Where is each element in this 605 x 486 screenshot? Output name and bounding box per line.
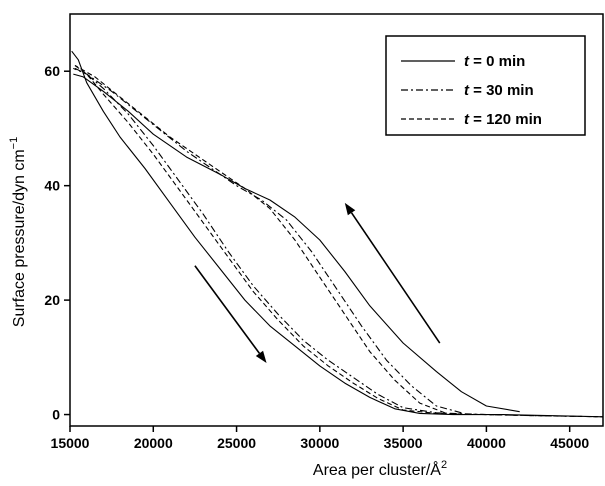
ticks: 15000 20000 25000 30000 35000 40000 45000 0 20 40… — [44, 63, 589, 451]
legend-label: t = 120 min — [464, 111, 542, 128]
x-tick-label: 15000 — [51, 435, 90, 451]
legend-label: t = 0 min — [464, 53, 525, 70]
series-line-compression — [73, 67, 462, 414]
legend: t = 0 min t = 30 min t = 120 min — [385, 35, 586, 136]
arrow-head — [255, 350, 267, 364]
series-dashdot — [73, 67, 604, 418]
x-tick-label: 30000 — [300, 435, 339, 451]
series-line-compression — [73, 73, 520, 413]
y-tick-label: 40 — [44, 178, 60, 194]
y-axis-title: Surface pressure/dyn cm−1 — [8, 137, 28, 327]
y-tick-label: 20 — [44, 292, 60, 308]
x-tick-label: 20000 — [134, 435, 173, 451]
legend-label: t = 30 min — [464, 82, 534, 99]
arrows — [194, 202, 441, 364]
x-tick-label: 40000 — [467, 435, 506, 451]
compression-arrow — [194, 265, 267, 364]
x-tick-label: 25000 — [217, 435, 256, 451]
arrow-shaft — [350, 212, 441, 344]
x-tick-label: 35000 — [384, 435, 423, 451]
arrow-shaft — [194, 265, 261, 354]
legend-item: t = 120 min — [401, 111, 542, 128]
arrow-head — [344, 202, 356, 216]
legend-item: t = 30 min — [401, 82, 534, 99]
y-tick-label: 0 — [52, 407, 60, 423]
series-layer — [71, 50, 604, 418]
series-line-expansion — [74, 67, 604, 418]
plot-frame — [69, 13, 604, 427]
series-line-expansion — [71, 50, 604, 418]
series-solid — [71, 50, 604, 418]
legend-item: t = 0 min — [401, 53, 525, 70]
series-line-expansion — [74, 65, 604, 418]
expansion-arrow — [344, 202, 441, 344]
x-tick-label: 45000 — [550, 435, 589, 451]
x-axis-title: Area per cluster/Å2 — [313, 459, 447, 479]
y-tick-label: 60 — [44, 63, 60, 79]
series-dashed — [74, 65, 604, 418]
series-line-compression — [74, 65, 445, 414]
